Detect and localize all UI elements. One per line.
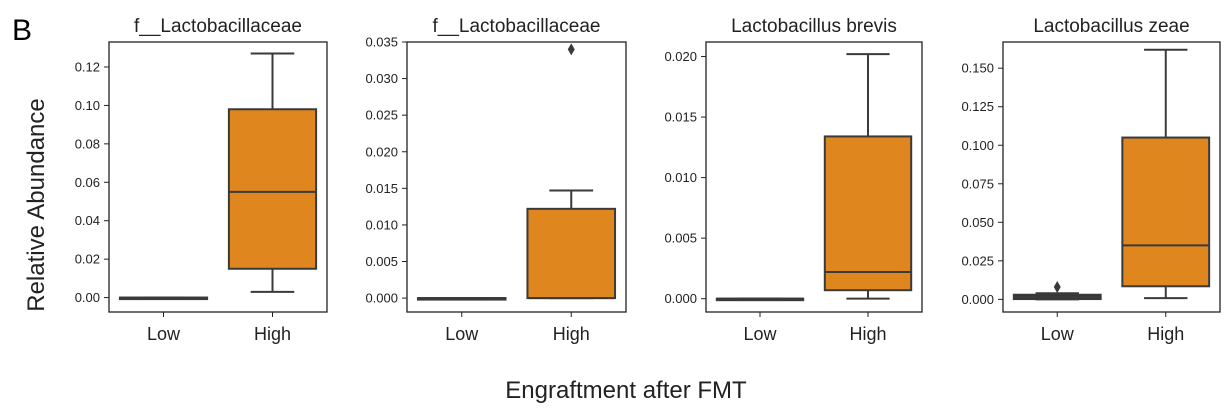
panel-letter: B <box>12 14 32 47</box>
y-tick-label: 0.010 <box>365 217 398 232</box>
y-tick-label: 0.025 <box>365 108 398 123</box>
x-axis-label: Engraftment after FMT <box>505 377 747 404</box>
y-tick-label: 0.035 <box>365 35 398 50</box>
y-tick-label: 0.050 <box>961 215 994 230</box>
box-high <box>227 52 318 293</box>
x-tick-label: High <box>1147 324 1184 344</box>
box-high <box>526 43 617 300</box>
box-high <box>1121 48 1211 300</box>
box-body <box>227 108 318 270</box>
x-tick-label: Low <box>1041 324 1075 344</box>
y-tick-label: 0.020 <box>664 49 697 64</box>
x-tick-label: High <box>254 324 291 344</box>
y-tick-label: 0.06 <box>75 175 100 190</box>
y-tick-label: 0.125 <box>961 99 994 114</box>
box-high <box>823 53 913 300</box>
box-body <box>526 207 617 300</box>
y-tick-label: 0.005 <box>664 231 697 246</box>
plot-frame <box>705 41 923 313</box>
plot-frame <box>1002 41 1221 313</box>
box-low <box>715 297 805 302</box>
plot-frame <box>108 41 328 313</box>
y-tick-label: 0.000 <box>365 291 398 306</box>
panel-title: Lactobacillus zeae <box>1033 16 1189 37</box>
panel-title: Lactobacillus brevis <box>731 16 897 37</box>
y-tick-label: 0.12 <box>75 59 100 74</box>
y-tick-label: 0.015 <box>365 181 398 196</box>
x-tick-label: Low <box>147 324 181 344</box>
y-tick-label: 0.015 <box>664 110 697 125</box>
panels-group: f__Lactobacillaceae 0.00 0.02 0.04 0.06 0.08 0… <box>75 16 1221 344</box>
y-tick-label: 0.030 <box>365 71 398 86</box>
x-tick-label: Low <box>743 324 777 344</box>
x-tick-label: High <box>553 324 590 344</box>
plot-frame <box>406 41 627 313</box>
y-tick-label: 0.020 <box>365 144 398 159</box>
box-low <box>1012 281 1102 301</box>
y-tick-label: 0.025 <box>961 253 994 268</box>
x-tick-label: High <box>849 324 886 344</box>
panel-4: Lactobacillus zeae 0.000 0.025 0.050 0.075 0.… <box>961 16 1221 344</box>
box-body <box>823 135 913 292</box>
outlier-point <box>1053 281 1061 294</box>
panel-title: f__Lactobacillaceae <box>433 16 601 37</box>
outlier-point <box>567 43 575 56</box>
panel-2: f__Lactobacillaceae 0.000 0.005 0.010 0.015 0… <box>365 16 627 344</box>
y-tick-label: 0.10 <box>75 98 100 113</box>
y-tick-label: 0.150 <box>961 61 994 76</box>
y-tick-label: 0.100 <box>961 138 994 153</box>
panel-title: f__Lactobacillaceae <box>134 16 302 37</box>
box-low <box>416 297 507 301</box>
y-tick-label: 0.02 <box>75 252 100 267</box>
panel-1: f__Lactobacillaceae 0.00 0.02 0.04 0.06 0.08 0… <box>75 16 328 344</box>
y-axis-label: Relative Abundance <box>23 98 50 312</box>
box-low <box>118 296 209 301</box>
x-tick-label: Low <box>445 324 479 344</box>
y-tick-label: 0.04 <box>75 213 100 228</box>
y-tick-label: 0.010 <box>664 170 697 185</box>
y-tick-label: 0.08 <box>75 136 100 151</box>
box-body <box>1121 136 1211 288</box>
panel-3: Lactobacillus brevis 0.000 0.005 0.010 0.015… <box>664 16 923 344</box>
y-tick-label: 0.000 <box>664 291 697 306</box>
y-tick-label: 0.00 <box>75 290 100 305</box>
y-tick-label: 0.000 <box>961 292 994 307</box>
y-tick-label: 0.075 <box>961 176 994 191</box>
y-tick-label: 0.005 <box>365 254 398 269</box>
